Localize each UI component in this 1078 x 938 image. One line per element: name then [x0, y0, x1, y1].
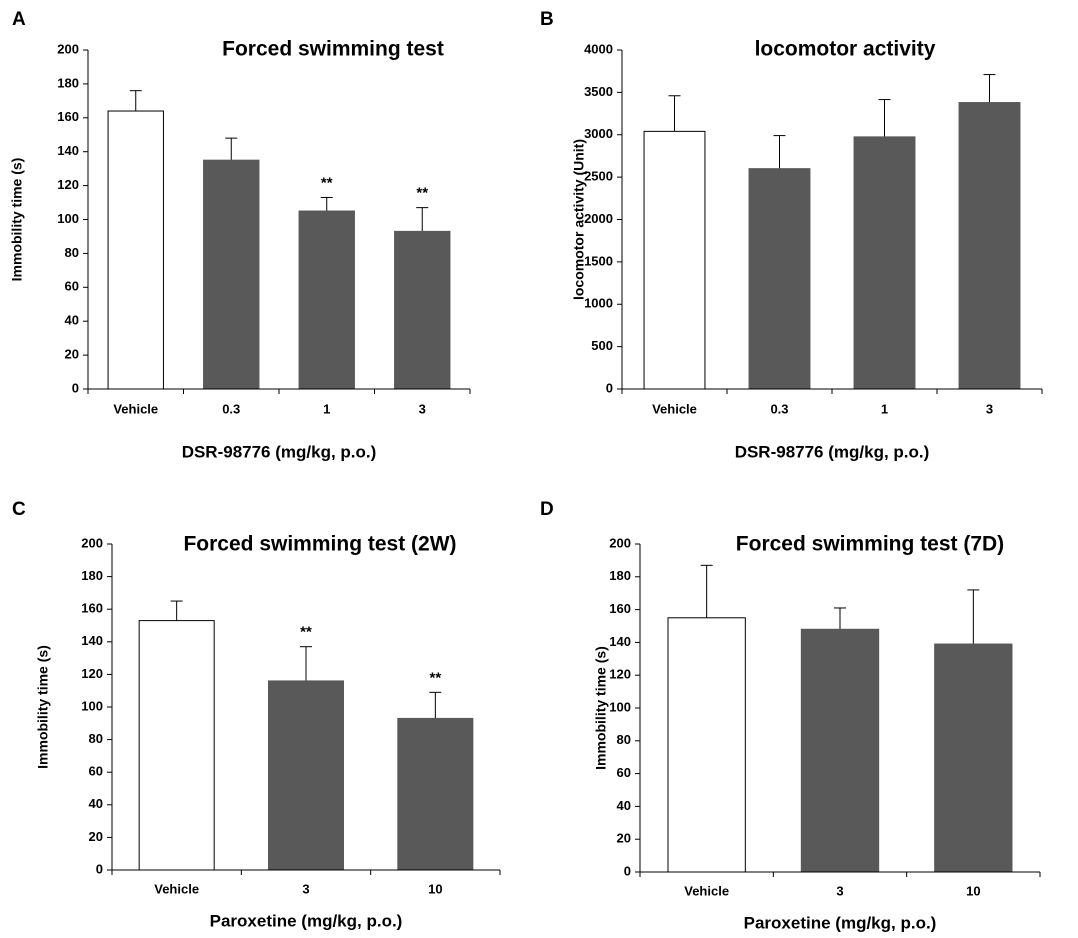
chart-title: Forced swimming test: [222, 38, 444, 61]
y-tick-label: 160: [57, 109, 79, 124]
y-tick-label: 120: [609, 667, 631, 682]
y-tick-label: 100: [57, 211, 79, 226]
y-tick-label: 100: [81, 698, 103, 713]
y-tick-label: 500: [591, 338, 613, 353]
y-tick-label: 20: [89, 829, 103, 844]
y-tick-label: 120: [57, 177, 79, 192]
bar: [138, 620, 215, 871]
y-axis-label: Immobility time (s): [593, 646, 609, 770]
bar: [397, 717, 474, 871]
y-tick-label: 200: [81, 535, 103, 550]
y-tick-label: 1500: [584, 253, 613, 268]
significance-mark: **: [416, 185, 428, 202]
bar: [667, 617, 746, 873]
panel-label: A: [12, 9, 26, 30]
x-tick-label: Vehicle: [652, 401, 697, 416]
bar: [643, 130, 706, 390]
y-tick-label: 40: [89, 796, 103, 811]
y-axis-label: locomotor activity (Unit): [571, 139, 587, 300]
y-tick-label: 2500: [584, 169, 613, 184]
bar: [800, 628, 880, 873]
significance-mark: **: [429, 669, 441, 686]
y-tick-label: 80: [617, 732, 631, 747]
y-tick-label: 180: [609, 568, 631, 583]
y-tick-label: 200: [57, 41, 79, 56]
x-tick-label: 10: [428, 881, 442, 896]
x-tick-label: 0.3: [770, 401, 788, 416]
x-tick-label: 3: [836, 883, 843, 898]
x-tick-label: 3: [302, 881, 309, 896]
x-tick-label: 0.3: [222, 401, 240, 416]
significance-mark: **: [321, 174, 333, 191]
significance-mark: **: [300, 624, 312, 641]
y-tick-label: 160: [81, 601, 103, 616]
panel-label: D: [540, 499, 554, 520]
y-tick-label: 40: [617, 798, 631, 813]
x-axis-label: DSR-98776 (mg/kg, p.o.): [182, 442, 377, 461]
x-tick-label: 1: [881, 401, 888, 416]
x-axis-label: Paroxetine (mg/kg, p.o.): [744, 913, 937, 932]
y-tick-label: 0: [72, 380, 79, 395]
bar: [958, 102, 1021, 390]
chart-title: Forced swimming test (7D): [736, 533, 1004, 556]
y-tick-label: 60: [65, 279, 79, 294]
x-axis-label: Paroxetine (mg/kg, p.o.): [210, 911, 403, 930]
x-tick-label: Vehicle: [154, 881, 199, 896]
y-tick-label: 200: [609, 535, 631, 550]
y-tick-label: 60: [617, 765, 631, 780]
x-tick-label: 10: [966, 883, 980, 898]
y-tick-label: 3000: [584, 126, 613, 141]
bar: [107, 110, 164, 390]
y-tick-label: 1000: [584, 296, 613, 311]
panel-label: C: [12, 499, 26, 520]
chart-title: locomotor activity: [755, 38, 936, 61]
y-tick-label: 120: [81, 666, 103, 681]
bar: [203, 159, 260, 390]
y-tick-label: 140: [81, 633, 103, 648]
bar: [748, 168, 811, 390]
y-tick-label: 3500: [584, 84, 613, 99]
x-tick-label: 3: [419, 401, 426, 416]
x-tick-label: Vehicle: [113, 401, 158, 416]
y-tick-label: 160: [609, 601, 631, 616]
panel-label: B: [540, 9, 554, 30]
bar: [934, 643, 1013, 873]
y-tick-label: 0: [96, 861, 103, 876]
y-tick-label: 4000: [584, 41, 613, 56]
y-axis-label: Immobility time (s): [35, 645, 51, 769]
y-tick-label: 80: [65, 245, 79, 260]
y-tick-label: 180: [57, 75, 79, 90]
y-tick-label: 20: [65, 347, 79, 362]
y-tick-label: 140: [609, 634, 631, 649]
y-tick-label: 0: [606, 380, 613, 395]
y-axis-label: Immobility time (s): [9, 158, 25, 282]
bar: [298, 210, 355, 390]
x-tick-label: 3: [986, 401, 993, 416]
y-tick-label: 180: [81, 568, 103, 583]
x-tick-label: 1: [323, 401, 330, 416]
y-tick-label: 60: [89, 764, 103, 779]
chart-title: Forced swimming test (2W): [183, 533, 456, 556]
y-tick-label: 40: [65, 313, 79, 328]
y-tick-label: 80: [89, 731, 103, 746]
y-tick-label: 2000: [584, 211, 613, 226]
bar: [853, 136, 916, 390]
x-tick-label: Vehicle: [684, 883, 729, 898]
bar: [267, 680, 345, 871]
x-axis-label: DSR-98776 (mg/kg, p.o.): [735, 442, 930, 461]
bar: [394, 230, 451, 390]
y-tick-label: 20: [617, 831, 631, 846]
y-tick-label: 0: [624, 863, 631, 878]
y-tick-label: 100: [609, 699, 631, 714]
y-tick-label: 140: [57, 143, 79, 158]
